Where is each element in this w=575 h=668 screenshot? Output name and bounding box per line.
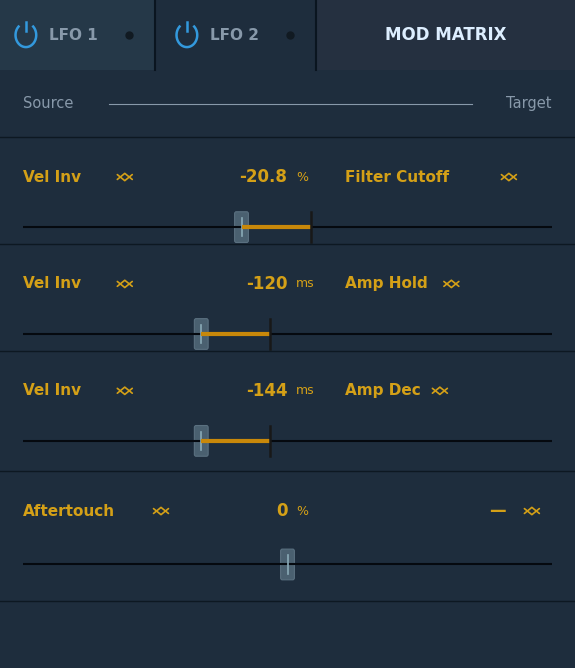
Text: ms: ms [296,384,315,397]
Text: -144: -144 [246,382,288,399]
Text: Aftertouch: Aftertouch [23,504,115,518]
Text: —: — [489,502,506,520]
FancyBboxPatch shape [235,212,248,242]
Text: Amp Dec: Amp Dec [345,383,421,398]
FancyBboxPatch shape [155,0,316,70]
Text: Vel Inv: Vel Inv [23,383,81,398]
FancyBboxPatch shape [316,0,575,70]
Text: LFO 2: LFO 2 [210,27,259,43]
Text: Target: Target [507,96,552,111]
Text: Vel Inv: Vel Inv [23,277,81,291]
Text: Vel Inv: Vel Inv [23,170,81,184]
Text: Amp Hold: Amp Hold [345,277,428,291]
Text: 0: 0 [276,502,288,520]
Text: Source: Source [23,96,74,111]
Text: %: % [296,170,308,184]
Text: %: % [296,504,308,518]
Text: MOD MATRIX: MOD MATRIX [385,26,507,44]
Text: LFO 1: LFO 1 [49,27,98,43]
FancyBboxPatch shape [281,549,294,580]
Text: -120: -120 [246,275,288,293]
FancyBboxPatch shape [194,319,208,349]
Text: ms: ms [296,277,315,291]
FancyBboxPatch shape [0,0,155,70]
Text: Filter Cutoff: Filter Cutoff [345,170,449,184]
Text: -20.8: -20.8 [240,168,288,186]
FancyBboxPatch shape [194,426,208,456]
